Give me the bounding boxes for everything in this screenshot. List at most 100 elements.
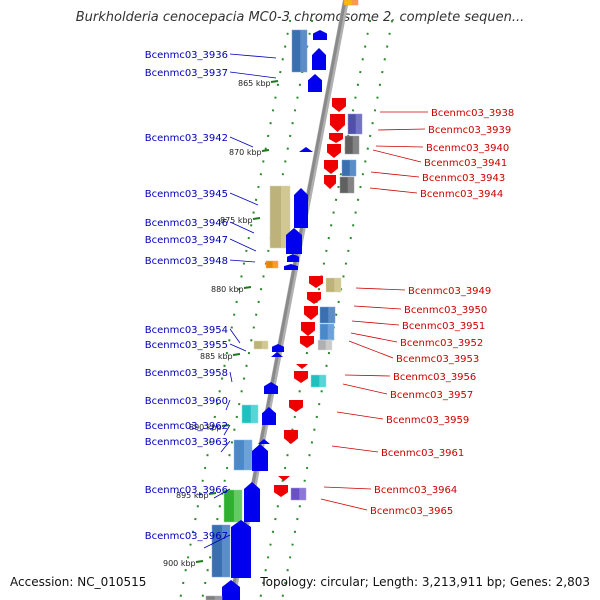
- gene-arrow: [299, 147, 313, 152]
- gene-leader-line: [320, 498, 368, 511]
- kbp-tick-mark: [252, 217, 261, 220]
- gene-label-bcenmc03_3964: Bcenmc03_3964: [374, 485, 457, 496]
- gene-leader-line: [220, 440, 231, 453]
- gene-arrow: [330, 114, 345, 132]
- kbp-tick-label: 895 kbp: [176, 491, 209, 500]
- gene-arrow: [284, 430, 298, 444]
- gene-label-bcenmc03_3947: Bcenmc03_3947: [145, 235, 228, 246]
- gene-label-bcenmc03_3948: Bcenmc03_3948: [145, 256, 228, 267]
- gene-label-bcenmc03_3956: Bcenmc03_3956: [393, 372, 476, 383]
- gene-label-bcenmc03_3944: Bcenmc03_3944: [420, 189, 503, 200]
- gene-leader-line: [229, 343, 247, 352]
- gene-leader-line: [350, 332, 398, 343]
- gene-arrow: [324, 160, 338, 174]
- gene-leader-line: [229, 238, 257, 252]
- gene-label-bcenmc03_3957: Bcenmc03_3957: [390, 390, 473, 401]
- kbp-tick-label: 880 kbp: [211, 285, 244, 294]
- gene-box-3966-shade: [233, 490, 242, 522]
- gene-arrow: [332, 98, 346, 112]
- gene-leader-line: [229, 221, 255, 234]
- gene-arrow: [252, 444, 268, 471]
- kbp-tick-mark: [208, 492, 217, 495]
- gene-arrow: [231, 520, 251, 578]
- gene-label-bcenmc03_3966: Bcenmc03_3966: [145, 485, 228, 496]
- gene-leader-line: [229, 192, 259, 206]
- gene-arrow: [278, 476, 290, 481]
- gene-leader-line: [370, 171, 420, 178]
- kbp-tick-mark: [243, 286, 252, 289]
- gene-box-shade: [214, 596, 222, 600]
- gene-arrow: [222, 580, 240, 600]
- kbp-tick-mark: [232, 353, 241, 356]
- gene-arrow: [324, 175, 336, 189]
- kbp-tick-mark: [221, 424, 230, 427]
- gene-leader-line: [229, 259, 256, 263]
- gene-label-bcenmc03_3963: Bcenmc03_3963: [145, 437, 228, 448]
- gene-label-bcenmc03_3949: Bcenmc03_3949: [408, 286, 491, 297]
- gene-box-3960-shade: [250, 405, 258, 423]
- gene-leader-line: [348, 340, 394, 359]
- kbp-tick-mark: [261, 149, 270, 152]
- gene-arrow: [308, 74, 322, 92]
- gene-box-3957-shade: [319, 375, 326, 387]
- gene-box-top-shade: [351, 0, 358, 5]
- gene-label-bcenmc03_3958: Bcenmc03_3958: [145, 368, 228, 379]
- gene-leader-line: [203, 534, 231, 549]
- gene-leader-line: [229, 328, 241, 344]
- gene-leader-line: [375, 145, 424, 148]
- gene-label-bcenmc03_3960: Bcenmc03_3960: [145, 396, 228, 407]
- gene-arrow: [271, 352, 283, 357]
- gene-box-3949-shade: [334, 278, 341, 292]
- gene-label-bcenmc03_3961: Bcenmc03_3961: [381, 448, 464, 459]
- gene-label-bcenmc03_3938: Bcenmc03_3938: [431, 108, 514, 119]
- gene-label-bcenmc03_3945: Bcenmc03_3945: [145, 189, 228, 200]
- gene-box-3945-shade: [281, 186, 290, 248]
- gene-arrow: [296, 364, 308, 369]
- gene-leader-line: [213, 488, 231, 499]
- gene-leader-line: [229, 71, 277, 79]
- gene-arrow: [307, 292, 321, 304]
- gene-leader-line: [369, 187, 418, 194]
- gene-arrow: [287, 254, 299, 262]
- gene-arrow: [329, 133, 343, 143]
- gene-arrow: [294, 188, 308, 228]
- gene-leader-line: [344, 374, 391, 377]
- gene-leader-line: [229, 136, 254, 148]
- gene-box-3967-shade: [221, 525, 230, 577]
- gene-leader-line: [229, 371, 233, 383]
- gene-leader-line: [225, 399, 231, 411]
- gene-arrow: [264, 382, 278, 394]
- gene-box-3963-shade: [243, 440, 252, 470]
- gene-leader-line: [353, 305, 402, 310]
- gene-label-bcenmc03_3959: Bcenmc03_3959: [386, 415, 469, 426]
- gene-box-3952-shade: [327, 324, 334, 340]
- gene-label-bcenmc03_3951: Bcenmc03_3951: [402, 321, 485, 332]
- gene-label-bcenmc03_3943: Bcenmc03_3943: [422, 173, 505, 184]
- gene-arrow: [289, 400, 303, 412]
- gene-label-bcenmc03_3946: Bcenmc03_3946: [145, 218, 228, 229]
- kbp-tick-label: 870 kbp: [229, 148, 262, 157]
- gene-arrow: [262, 407, 276, 425]
- gene-box-3953-shade: [325, 340, 332, 350]
- gene-label-bcenmc03_3939: Bcenmc03_3939: [428, 125, 511, 136]
- gene-box-3939-shade: [355, 114, 362, 134]
- accession-text: Accession: NC_010515: [10, 575, 147, 589]
- gene-leader-line: [377, 128, 426, 131]
- gene-label-bcenmc03_3962: Bcenmc03_3962: [145, 421, 228, 432]
- kbp-tick-label: 875 kbp: [220, 216, 253, 225]
- map-title: Burkholderia cenocepacia MC0-3 chromosom…: [75, 10, 525, 25]
- gene-label-bcenmc03_3940: Bcenmc03_3940: [426, 143, 509, 154]
- topology-text: Topology: circular; Length: 3,213,911 bp…: [260, 575, 590, 589]
- gene-label-bcenmc03_3965: Bcenmc03_3965: [370, 506, 453, 517]
- gene-arrow: [312, 48, 326, 70]
- gene-label-bcenmc03_3954: Bcenmc03_3954: [145, 325, 228, 336]
- gene-label-bcenmc03_3967: Bcenmc03_3967: [145, 531, 228, 542]
- gene-label-bcenmc03_3955: Bcenmc03_3955: [145, 340, 228, 351]
- gene-leader-line: [342, 383, 388, 395]
- gene-label-bcenmc03_3941: Bcenmc03_3941: [424, 158, 507, 169]
- gene-box-3950-shade: [328, 307, 335, 323]
- kbp-tick-mark: [195, 560, 204, 563]
- gene-label-bcenmc03_3937: Bcenmc03_3937: [145, 68, 228, 79]
- gene-arrow: [309, 276, 323, 288]
